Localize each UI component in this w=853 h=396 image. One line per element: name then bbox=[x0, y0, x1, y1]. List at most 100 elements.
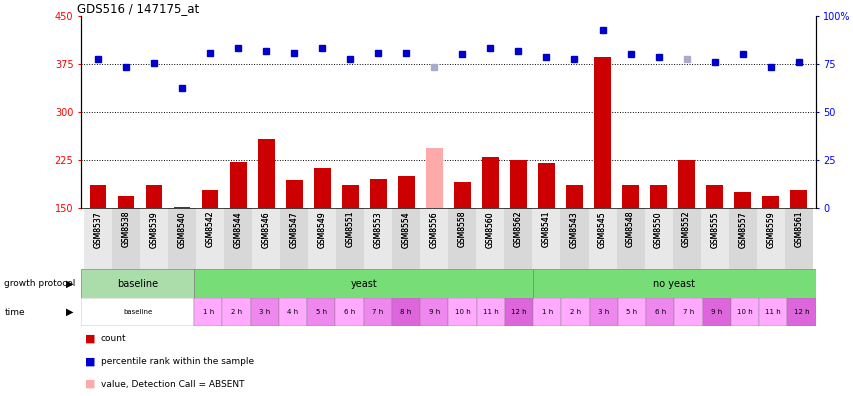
Bar bbox=[252, 208, 280, 269]
Text: GSM8540: GSM8540 bbox=[177, 211, 186, 248]
Text: growth protocol: growth protocol bbox=[4, 279, 76, 288]
Bar bbox=[705, 185, 722, 208]
Bar bbox=[279, 298, 307, 326]
Text: GSM8555: GSM8555 bbox=[710, 211, 718, 248]
Text: 7 h: 7 h bbox=[372, 309, 383, 315]
Text: value, Detection Call = ABSENT: value, Detection Call = ABSENT bbox=[101, 380, 244, 388]
Text: yeast: yeast bbox=[350, 278, 376, 289]
Text: GSM8551: GSM8551 bbox=[345, 211, 354, 248]
Text: GSM8562: GSM8562 bbox=[514, 211, 522, 248]
Text: GSM8552: GSM8552 bbox=[682, 211, 690, 248]
Text: GSM8556: GSM8556 bbox=[429, 211, 438, 248]
Text: GSM8544: GSM8544 bbox=[234, 211, 242, 248]
Bar bbox=[646, 298, 674, 326]
Bar bbox=[454, 182, 470, 208]
Text: ■: ■ bbox=[85, 379, 96, 389]
Text: GSM8557: GSM8557 bbox=[737, 211, 746, 248]
Bar bbox=[677, 160, 694, 208]
Bar bbox=[786, 298, 815, 326]
Text: 7 h: 7 h bbox=[682, 309, 693, 315]
Text: 6 h: 6 h bbox=[344, 309, 355, 315]
Text: 12 h: 12 h bbox=[792, 309, 809, 315]
Bar bbox=[448, 208, 476, 269]
Text: GSM8560: GSM8560 bbox=[485, 211, 495, 248]
Bar bbox=[81, 269, 194, 298]
Bar bbox=[223, 208, 252, 269]
Text: ■: ■ bbox=[85, 333, 96, 343]
Bar bbox=[308, 208, 336, 269]
Text: GSM8548: GSM8548 bbox=[625, 211, 635, 248]
Text: GSM8561: GSM8561 bbox=[793, 211, 803, 248]
Text: 8 h: 8 h bbox=[400, 309, 411, 315]
Bar bbox=[560, 298, 589, 326]
Text: GSM8562: GSM8562 bbox=[514, 211, 522, 248]
Bar bbox=[81, 298, 194, 326]
Text: 11 h: 11 h bbox=[482, 309, 498, 315]
Bar bbox=[426, 148, 442, 208]
Text: GSM8557: GSM8557 bbox=[737, 211, 746, 248]
Text: GSM8545: GSM8545 bbox=[597, 211, 606, 248]
Text: 12 h: 12 h bbox=[511, 309, 526, 315]
Bar bbox=[537, 163, 554, 208]
Bar bbox=[392, 298, 420, 326]
Bar bbox=[699, 208, 728, 269]
Text: GSM8546: GSM8546 bbox=[261, 211, 270, 248]
Text: GSM8537: GSM8537 bbox=[93, 211, 102, 248]
Text: 3 h: 3 h bbox=[258, 309, 270, 315]
Bar bbox=[756, 208, 784, 269]
Text: 6 h: 6 h bbox=[653, 309, 665, 315]
Text: ■: ■ bbox=[85, 356, 96, 366]
Bar bbox=[672, 208, 699, 269]
Text: GSM8537: GSM8537 bbox=[93, 211, 102, 248]
Text: GSM8561: GSM8561 bbox=[793, 211, 803, 248]
Text: GSM8541: GSM8541 bbox=[542, 211, 550, 248]
Bar bbox=[504, 208, 531, 269]
Text: GSM8541: GSM8541 bbox=[542, 211, 550, 248]
Text: GSM8556: GSM8556 bbox=[429, 211, 438, 248]
Text: GSM8549: GSM8549 bbox=[317, 211, 327, 248]
Bar bbox=[118, 196, 134, 208]
Bar bbox=[201, 190, 218, 208]
Bar bbox=[90, 185, 107, 208]
Bar bbox=[560, 208, 588, 269]
Bar bbox=[588, 208, 616, 269]
Bar bbox=[286, 180, 302, 208]
Text: GSM8547: GSM8547 bbox=[289, 211, 299, 248]
Text: GSM8539: GSM8539 bbox=[149, 211, 159, 248]
Bar bbox=[589, 298, 617, 326]
Bar bbox=[307, 298, 335, 326]
Bar bbox=[532, 269, 815, 298]
Text: GDS516 / 147175_at: GDS516 / 147175_at bbox=[78, 2, 200, 15]
Text: baseline: baseline bbox=[123, 309, 152, 315]
Text: 2 h: 2 h bbox=[569, 309, 580, 315]
Text: 9 h: 9 h bbox=[428, 309, 439, 315]
Text: GSM8540: GSM8540 bbox=[177, 211, 186, 248]
Bar bbox=[644, 208, 672, 269]
Text: GSM8560: GSM8560 bbox=[485, 211, 495, 248]
Bar bbox=[392, 208, 420, 269]
Text: GSM8554: GSM8554 bbox=[401, 211, 410, 248]
Text: 3 h: 3 h bbox=[597, 309, 609, 315]
Bar bbox=[649, 185, 666, 208]
Bar bbox=[222, 298, 250, 326]
Bar bbox=[728, 208, 756, 269]
Text: percentile rank within the sample: percentile rank within the sample bbox=[101, 357, 253, 366]
Bar bbox=[145, 185, 162, 208]
Text: ▶: ▶ bbox=[66, 307, 73, 317]
Text: 5 h: 5 h bbox=[625, 309, 637, 315]
Bar bbox=[313, 168, 330, 208]
Text: 11 h: 11 h bbox=[764, 309, 780, 315]
Bar bbox=[364, 208, 392, 269]
Text: GSM8542: GSM8542 bbox=[206, 211, 214, 248]
Bar bbox=[335, 298, 363, 326]
Bar bbox=[616, 208, 644, 269]
Bar bbox=[84, 208, 112, 269]
Text: 10 h: 10 h bbox=[454, 309, 470, 315]
Bar bbox=[258, 139, 274, 208]
Bar bbox=[566, 185, 583, 208]
Bar bbox=[476, 208, 504, 269]
Text: baseline: baseline bbox=[117, 278, 158, 289]
Bar bbox=[758, 298, 786, 326]
Bar bbox=[341, 185, 358, 208]
Bar bbox=[734, 192, 751, 208]
